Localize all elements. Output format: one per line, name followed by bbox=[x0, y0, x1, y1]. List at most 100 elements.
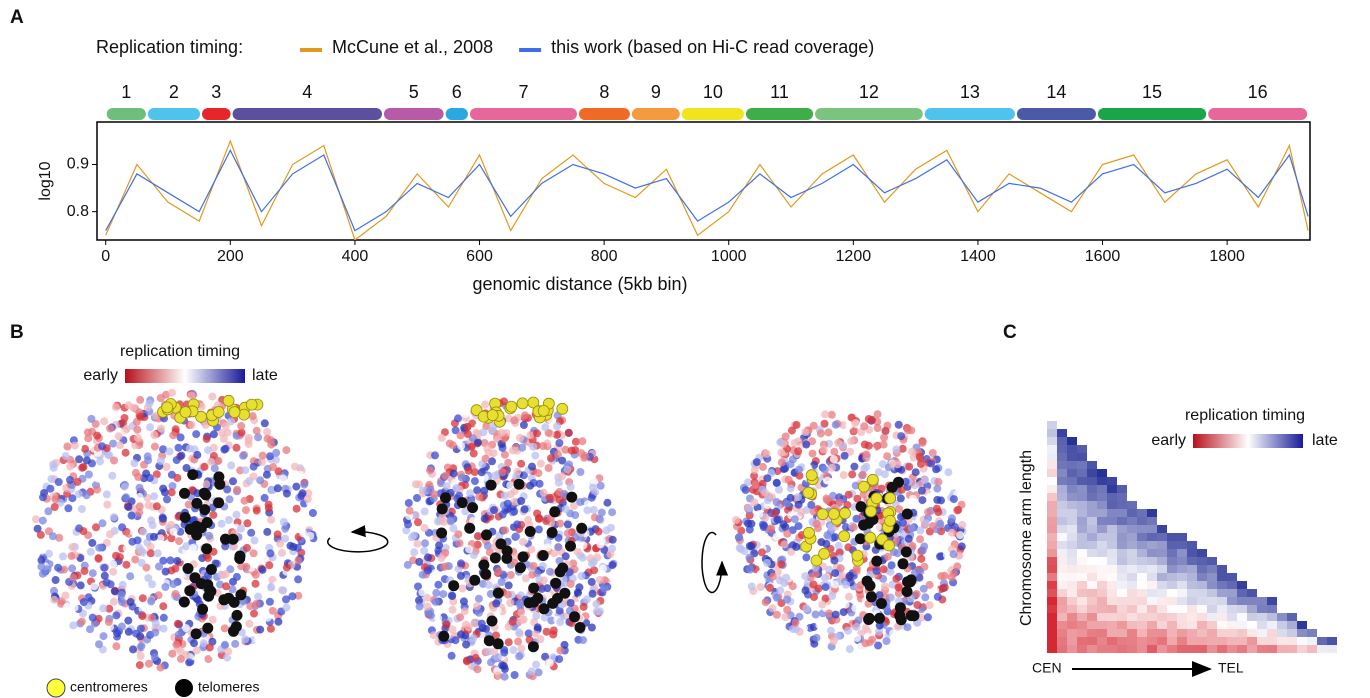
telomere bbox=[549, 506, 561, 518]
heat-cell bbox=[1057, 637, 1067, 645]
bead bbox=[448, 441, 457, 450]
bead bbox=[88, 538, 97, 547]
heat-cell bbox=[1177, 629, 1187, 637]
bead bbox=[519, 537, 527, 546]
bead bbox=[529, 562, 538, 570]
heat-cell bbox=[1097, 501, 1107, 509]
heat-cell bbox=[1107, 573, 1117, 581]
bead bbox=[241, 635, 250, 644]
heat-cell bbox=[1047, 477, 1057, 485]
bead bbox=[553, 450, 562, 459]
bead bbox=[782, 573, 791, 582]
bead bbox=[564, 428, 573, 437]
bead bbox=[37, 556, 46, 565]
bead bbox=[250, 536, 259, 545]
bead bbox=[198, 554, 207, 563]
heat-cell bbox=[1227, 621, 1237, 629]
bead bbox=[99, 604, 108, 613]
heat-cell bbox=[1317, 645, 1327, 653]
bead bbox=[927, 568, 936, 577]
bead bbox=[792, 542, 801, 551]
bead bbox=[434, 614, 443, 623]
bead bbox=[274, 617, 283, 626]
heat-cell bbox=[1277, 613, 1287, 621]
x-tick-label: 800 bbox=[591, 248, 618, 265]
bead bbox=[124, 616, 133, 625]
bead bbox=[204, 446, 213, 455]
bead bbox=[556, 519, 565, 528]
bead bbox=[436, 442, 445, 451]
colorbar bbox=[1193, 434, 1303, 448]
bead bbox=[579, 636, 588, 645]
heat-cell bbox=[1187, 557, 1197, 565]
heat-cell bbox=[1317, 637, 1327, 645]
bead bbox=[569, 501, 578, 510]
bead bbox=[225, 495, 234, 504]
heat-cell bbox=[1157, 533, 1167, 541]
telomere bbox=[904, 576, 916, 588]
bead bbox=[264, 504, 273, 513]
bead bbox=[263, 427, 272, 436]
heat-cell bbox=[1087, 645, 1097, 653]
centromere bbox=[161, 401, 174, 414]
bead bbox=[70, 441, 79, 450]
bead bbox=[153, 549, 162, 558]
heat-cell bbox=[1087, 613, 1097, 621]
telomere bbox=[178, 596, 190, 608]
bead bbox=[510, 497, 519, 506]
bead bbox=[533, 623, 542, 632]
bead bbox=[173, 473, 182, 482]
heat-cell bbox=[1067, 517, 1077, 525]
bead bbox=[802, 604, 811, 613]
bead bbox=[402, 546, 411, 555]
heat-cell bbox=[1087, 557, 1097, 565]
bead bbox=[246, 602, 255, 610]
heat-cell bbox=[1247, 589, 1257, 597]
bead bbox=[808, 449, 817, 458]
bead bbox=[289, 542, 298, 551]
bead bbox=[509, 646, 518, 654]
bead bbox=[822, 494, 831, 503]
bead bbox=[757, 548, 766, 557]
bead bbox=[159, 624, 168, 633]
bead bbox=[470, 619, 479, 628]
centromere bbox=[212, 406, 225, 418]
heat-cell bbox=[1167, 629, 1177, 637]
x-start-label: CEN bbox=[1032, 660, 1062, 676]
centromere bbox=[516, 397, 529, 410]
telomere bbox=[894, 602, 906, 614]
bead bbox=[940, 571, 949, 580]
heat-cell bbox=[1167, 549, 1177, 557]
bead bbox=[449, 469, 458, 478]
bead bbox=[219, 434, 228, 443]
heat-cell bbox=[1057, 549, 1067, 557]
bead bbox=[221, 422, 230, 430]
heat-cell bbox=[1067, 485, 1077, 493]
heat-cell bbox=[1197, 605, 1207, 613]
bead bbox=[61, 591, 70, 600]
bead bbox=[783, 595, 792, 604]
bead bbox=[78, 463, 87, 472]
bead bbox=[136, 632, 145, 641]
bead bbox=[457, 442, 466, 451]
bead bbox=[266, 624, 275, 633]
telomere bbox=[528, 596, 540, 608]
bead bbox=[292, 504, 301, 513]
bead bbox=[781, 432, 790, 441]
bead bbox=[457, 473, 466, 482]
centromere bbox=[816, 508, 829, 521]
bead bbox=[227, 417, 236, 426]
heat-cell bbox=[1087, 589, 1097, 597]
bead bbox=[159, 445, 167, 454]
bead bbox=[64, 504, 73, 513]
colorbar-title: replication timing bbox=[120, 343, 240, 360]
heat-cell bbox=[1167, 533, 1177, 541]
heat-cell bbox=[1257, 637, 1267, 645]
bead bbox=[451, 636, 460, 645]
bead bbox=[506, 571, 515, 579]
bead bbox=[38, 516, 47, 525]
heat-cell bbox=[1107, 613, 1117, 621]
heat-cell bbox=[1297, 621, 1307, 629]
bead bbox=[853, 634, 862, 642]
chromosome bbox=[681, 108, 744, 120]
